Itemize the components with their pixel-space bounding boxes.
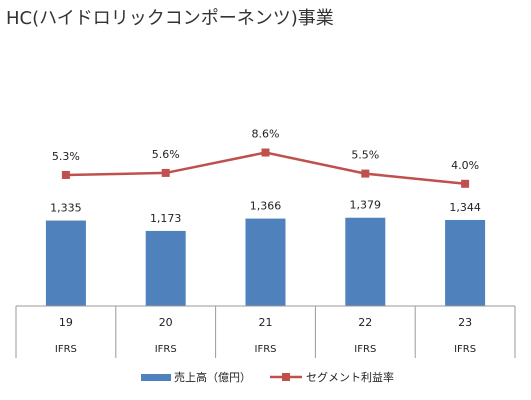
bar-value-label: 1,344 [449, 201, 481, 214]
bar-series: 1,335 1,173 1,366 1,379 1,344 [45, 199, 486, 306]
bar-value-label: 1,379 [350, 199, 382, 212]
bar [145, 230, 186, 306]
category-tick-label: 23 [458, 316, 472, 329]
category-sub-label: IFRS [55, 344, 77, 355]
legend-line-label: セグメント利益率 [306, 370, 394, 384]
category-tick-label: 19 [59, 316, 73, 329]
legend-line-marker [282, 373, 290, 381]
line-path [65, 151, 466, 186]
bar [245, 218, 286, 306]
line-marker [461, 179, 470, 188]
category-sub-label: IFRS [155, 344, 177, 355]
category-sub-label: IFRS [354, 344, 376, 355]
bar [45, 220, 86, 306]
chart-title: HC(ハイドロリックコンポーネンツ)事業 [6, 8, 334, 29]
category-tick-label: 20 [159, 316, 173, 329]
category-axis: 19 IFRS 20 IFRS 21 IFRS 22 IFRS 23 IFRS [15, 305, 516, 358]
bar [345, 217, 386, 306]
legend-bar-label: 売上高（億円） [174, 370, 251, 384]
line-value-label: 5.6% [152, 148, 180, 161]
bar [445, 219, 486, 306]
line-marker [161, 168, 170, 177]
line-series: 5.3% 5.6% 8.6% 5.5% 4.0% [52, 128, 479, 188]
line-value-label: 5.3% [52, 150, 80, 163]
legend-bar-swatch [141, 374, 171, 381]
line-value-label: 4.0% [451, 159, 479, 172]
bar-value-label: 1,335 [50, 202, 82, 215]
category-sub-label: IFRS [255, 344, 277, 355]
line-value-label: 5.5% [351, 149, 379, 162]
line-marker [261, 148, 270, 157]
category-tick-label: 21 [259, 316, 273, 329]
bar-value-label: 1,366 [250, 200, 282, 213]
line-marker [361, 169, 370, 178]
bar-value-label: 1,173 [150, 212, 182, 225]
line-marker [61, 170, 70, 179]
category-sub-label: IFRS [454, 344, 476, 355]
category-tick-label: 22 [358, 316, 372, 329]
line-value-label: 8.6% [252, 128, 280, 141]
legend: 売上高（億円） セグメント利益率 [141, 370, 394, 384]
